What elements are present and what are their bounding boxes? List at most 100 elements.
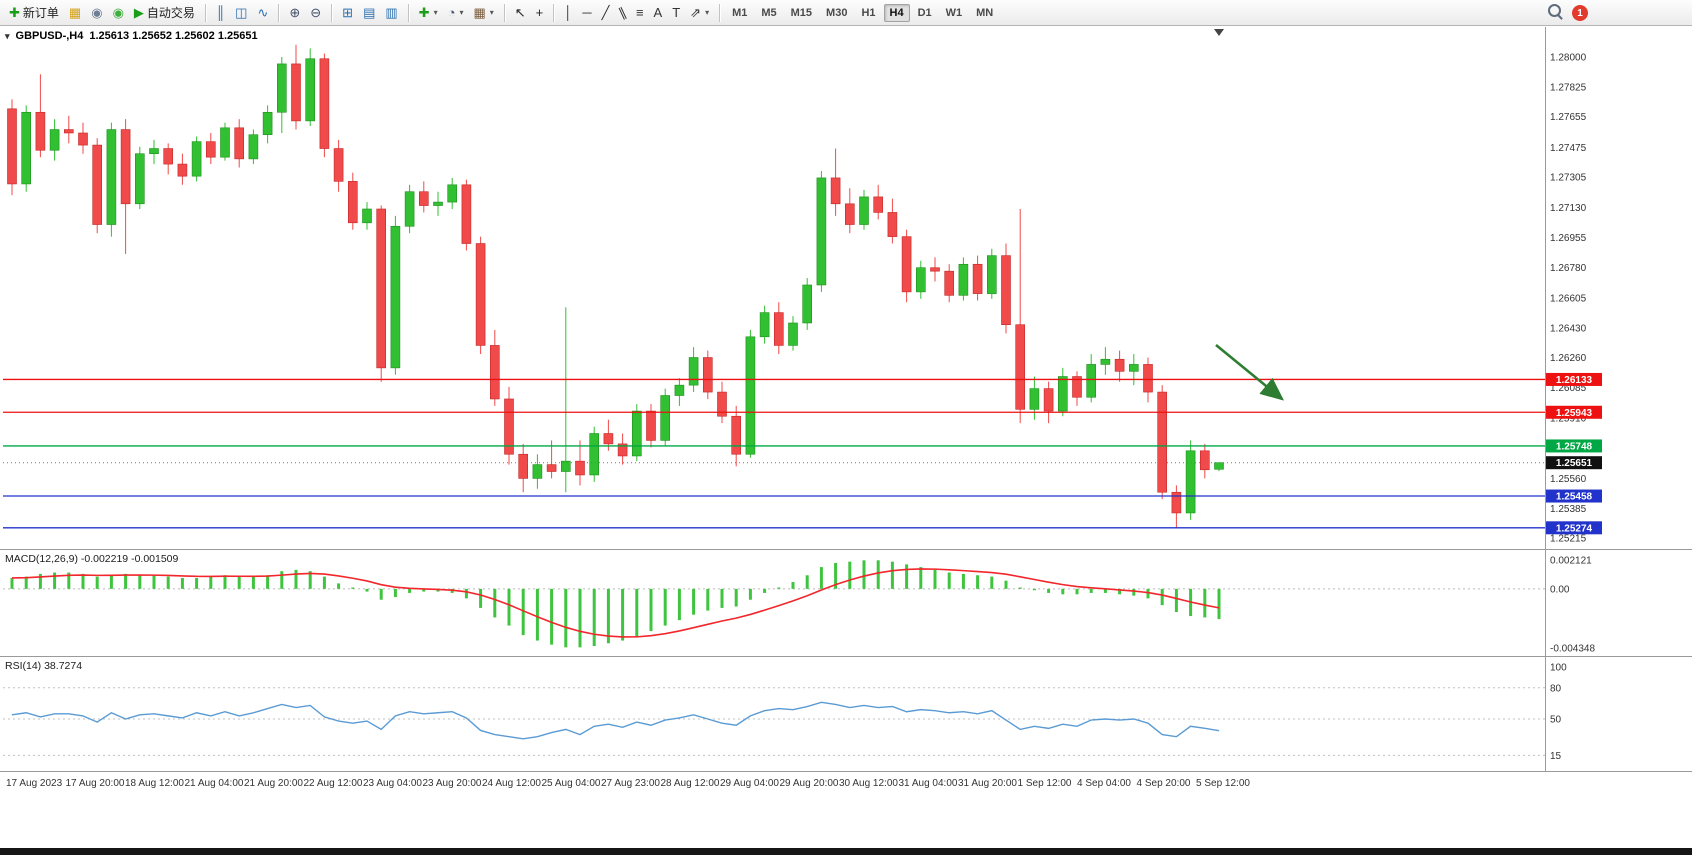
- symbol-search-button[interactable]: [1548, 4, 1561, 22]
- zoom-out-button[interactable]: ⊖: [306, 3, 325, 23]
- new-order-button[interactable]: ✚ 新订单: [5, 3, 63, 23]
- templates-icon: ▦: [473, 5, 486, 20]
- symbol-period-label: GBPUSD-,H4: [15, 30, 84, 42]
- horizontal-line-button[interactable]: ─: [578, 3, 595, 23]
- time-axis-label: 29 Aug 04:00: [720, 778, 779, 789]
- community-button[interactable]: ◉: [109, 3, 128, 23]
- equidistant-channel-icon: ∥: [616, 4, 629, 21]
- time-axis-label: 4 Sep 04:00: [1077, 778, 1131, 789]
- price-badge: [1546, 405, 1602, 419]
- periods-button[interactable]: ◔ ▾: [444, 3, 468, 23]
- price-tick-label: 1.25215: [1550, 534, 1587, 545]
- periods-icon: ◔: [447, 5, 456, 20]
- svg-text:1.25651: 1.25651: [1556, 458, 1593, 469]
- templates-button[interactable]: ▦ ▾: [469, 3, 497, 23]
- data-window-icon: ▤: [363, 5, 376, 20]
- equidistant-channel-button[interactable]: ∥: [615, 3, 630, 23]
- bar-chart-button[interactable]: ║: [212, 3, 229, 23]
- timeframe-w1-button[interactable]: W1: [945, 6, 963, 19]
- trendline-button[interactable]: ╱: [598, 3, 614, 23]
- candlestick-series: [7, 44, 1224, 529]
- timeframe-m5-button[interactable]: M5: [761, 6, 777, 19]
- price-badge: [1546, 489, 1602, 503]
- text-button[interactable]: A: [650, 3, 667, 23]
- profile-icon: ◉: [91, 5, 103, 20]
- chart-shift-marker[interactable]: [1214, 29, 1224, 36]
- timeframe-m1-button[interactable]: M1: [732, 6, 748, 19]
- arrows-icon: ⇗: [690, 5, 702, 20]
- price-tick-label: 1.26085: [1550, 383, 1587, 394]
- toolbar-separator: [553, 3, 555, 22]
- fibonacci-icon: ≡: [635, 5, 644, 20]
- time-axis-label: 23 Aug 04:00: [363, 778, 422, 789]
- time-axis-label: 21 Aug 04:00: [185, 778, 244, 789]
- market-depth-icon: ▦: [68, 5, 82, 20]
- price-tick-label: 1.27475: [1550, 143, 1587, 154]
- time-axis[interactable]: [0, 773, 1692, 791]
- chart-plot-area[interactable]: [3, 27, 1545, 550]
- tile-windows-button[interactable]: ⊞: [338, 3, 357, 23]
- window-bottom-edge: [0, 848, 1692, 855]
- rsi-axis-label: 80: [1550, 683, 1562, 694]
- svg-text:1.26133: 1.26133: [1556, 375, 1593, 386]
- time-axis-label: 25 Aug 04:00: [542, 778, 601, 789]
- notification-badge[interactable]: 1: [1572, 5, 1588, 21]
- navigator-icon: ▥: [385, 5, 398, 20]
- time-axis-label: 31 Aug 20:00: [958, 778, 1017, 789]
- time-axis-label: 23 Aug 20:00: [423, 778, 482, 789]
- time-axis-label: 24 Aug 12:00: [482, 778, 541, 789]
- vertical-line-button[interactable]: │: [560, 3, 576, 23]
- text-label-button[interactable]: T: [668, 3, 684, 23]
- crosshair-button[interactable]: +: [532, 3, 548, 23]
- cursor-icon: ↖: [514, 5, 526, 20]
- one-click-trading-expander[interactable]: ▾: [5, 30, 10, 41]
- new-order-icon: ✚: [9, 5, 20, 20]
- price-tick-label: 1.27305: [1550, 173, 1587, 184]
- fibonacci-button[interactable]: ≡: [632, 3, 648, 23]
- timeframe-d1-button[interactable]: D1: [917, 6, 932, 19]
- symbol-header: ▾ GBPUSD-,H4 1.25613 1.25652 1.25602 1.2…: [5, 30, 258, 42]
- candlestick-chart-icon: ◫: [235, 5, 248, 20]
- zoom-in-button[interactable]: ⊕: [285, 3, 304, 23]
- time-axis-label: 28 Aug 12:00: [661, 778, 720, 789]
- timeframe-m30-button[interactable]: M30: [826, 6, 848, 19]
- price-tick-label: 1.28000: [1550, 53, 1587, 64]
- time-axis-label: 21 Aug 20:00: [244, 778, 303, 789]
- arrows-button[interactable]: ⇗ ▾: [686, 3, 713, 23]
- add-indicator-button[interactable]: ✚ ▾: [415, 3, 442, 23]
- price-tick-label: 1.26955: [1550, 233, 1587, 244]
- timeframe-h1-button[interactable]: H1: [861, 6, 876, 19]
- timeframe-m15-button[interactable]: M15: [790, 6, 813, 19]
- candlestick-chart-button[interactable]: ◫: [231, 3, 251, 23]
- price-tick-label: 1.26260: [1550, 353, 1587, 364]
- navigator-button[interactable]: ▥: [381, 3, 401, 23]
- horizontal-line-icon: ─: [582, 5, 592, 20]
- market-depth-button[interactable]: ▦: [65, 3, 85, 23]
- cursor-button[interactable]: ↖: [511, 3, 530, 23]
- price-tick-label: 1.25560: [1550, 474, 1587, 485]
- svg-text:1.25943: 1.25943: [1556, 408, 1593, 419]
- price-tick-label: 1.25385: [1550, 504, 1587, 515]
- timeframe-mn-button[interactable]: MN: [976, 6, 994, 19]
- crosshair-icon: +: [535, 5, 544, 20]
- toolbar-separator: [331, 3, 333, 22]
- zoom-out-icon: ⊖: [310, 5, 322, 20]
- autotrading-button[interactable]: ▶ 自动交易: [130, 3, 199, 23]
- price-tick-label: 1.26605: [1550, 293, 1587, 304]
- time-axis-label: 27 Aug 23:00: [601, 778, 660, 789]
- rsi-axis-label: 100: [1550, 663, 1567, 674]
- timeframe-h4-button[interactable]: H4: [883, 3, 910, 22]
- data-window-button[interactable]: ▤: [359, 3, 379, 23]
- toolbar-buttons: ✚ 新订单 ▦ ◉ ◉ ▶ 自动交易 ║ ◫ ∿ ⊕ ⊖ ⊞ ▤ ▥ ✚ ▾ ◔ ▾ ▦ ▾ ↖ + │ ─ ╱ ∥ ≡ A T ⇗ ▾: [4, 3, 714, 23]
- community-icon: ◉: [112, 5, 124, 20]
- rsi-axis-label: 15: [1550, 751, 1562, 762]
- dropdown-caret-icon: ▾: [489, 8, 494, 17]
- line-chart-button[interactable]: ∿: [253, 3, 272, 23]
- toolbar-separator: [204, 3, 206, 22]
- macd-axis-label: -0.004348: [1550, 644, 1595, 655]
- profile-button[interactable]: ◉: [87, 3, 106, 23]
- trend-arrow-object[interactable]: [1215, 343, 1285, 401]
- price-axis[interactable]: [1546, 27, 1692, 772]
- dropdown-caret-icon: ▾: [433, 8, 438, 17]
- toolbar-separator: [503, 3, 505, 22]
